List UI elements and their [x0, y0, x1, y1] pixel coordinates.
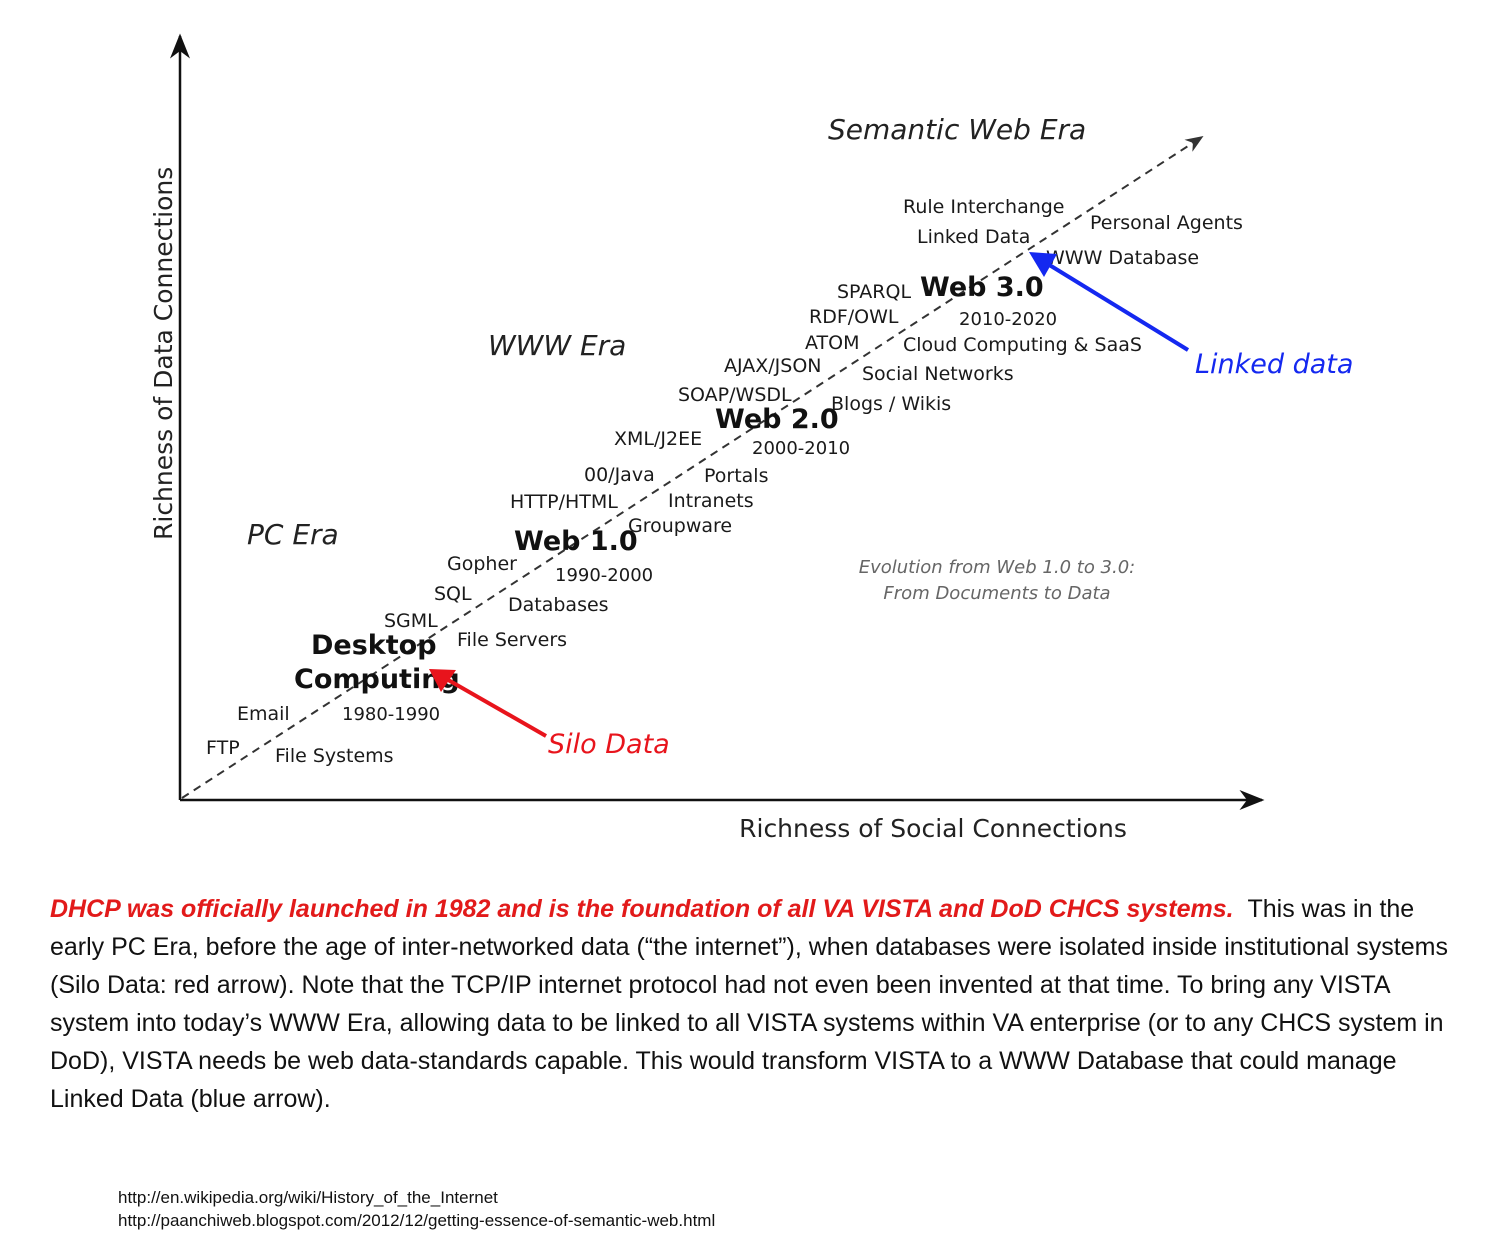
web-evolution-diagram: Richness of Data Connections Richness of… — [149, 33, 1353, 843]
web2-label: Web 2.0 — [715, 404, 839, 435]
web1-label: Web 1.0 — [514, 526, 638, 557]
x-axis-title: Richness of Social Connections — [739, 814, 1127, 843]
term-oo-java: 00/Java — [584, 464, 655, 486]
reference-link[interactable]: http://en.wikipedia.org/wiki/History_of_… — [118, 1188, 498, 1207]
linked-data-callout: Linked data — [1029, 252, 1353, 380]
term-cloud-saas: Cloud Computing & SaaS — [903, 334, 1142, 356]
semantic-web-era-label: Semantic Web Era — [828, 113, 1086, 146]
linked-data-arrow — [1036, 256, 1190, 352]
term-sgml: SGML — [384, 610, 438, 632]
term-ftp: FTP — [206, 737, 240, 759]
silo-data-label: Silo Data — [548, 729, 670, 760]
axes — [170, 33, 1265, 810]
term-groupware: Groupware — [628, 515, 732, 537]
term-sparql: SPARQL — [837, 281, 911, 303]
term-file-systems: File Systems — [275, 745, 394, 767]
term-atom: ATOM — [805, 332, 859, 354]
term-file-servers: File Servers — [457, 629, 567, 651]
caption-body: This was in the early PC Era, before the… — [50, 895, 1448, 1113]
term-personal-agents: Personal Agents — [1090, 212, 1243, 234]
references: http://en.wikipedia.org/wiki/History_of_… — [118, 1186, 715, 1232]
term-databases: Databases — [508, 594, 609, 616]
term-rule-interchange: Rule Interchange — [903, 196, 1065, 218]
term-social-networks: Social Networks — [862, 363, 1014, 385]
evolution-trend-line — [181, 136, 1204, 799]
linked-data-label: Linked data — [1195, 349, 1353, 380]
term-www-database: WWW Database — [1046, 247, 1199, 269]
linked-data-arrowhead — [1029, 252, 1057, 277]
term-gopher: Gopher — [447, 553, 517, 575]
www-era-label: WWW Era — [488, 329, 626, 362]
caption-lead: DHCP was officially launched in 1982 and… — [50, 895, 1234, 923]
y-axis-title: Richness of Data Connections — [149, 167, 178, 540]
term-email: Email — [237, 703, 290, 725]
term-sql: SQL — [434, 583, 472, 605]
term-http-html: HTTP/HTML — [510, 491, 618, 513]
web3-years: 2010-2020 — [959, 309, 1057, 330]
term-ajax-json: AJAX/JSON — [724, 355, 822, 377]
web3-label: Web 3.0 — [920, 272, 1044, 303]
evolution-note-line2: From Documents to Data — [883, 583, 1110, 604]
term-linked-data: Linked Data — [917, 226, 1030, 248]
term-intranets: Intranets — [668, 490, 754, 512]
web1-years: 1990-2000 — [555, 565, 653, 586]
evolution-note-line1: Evolution from Web 1.0 to 3.0: — [859, 557, 1136, 578]
term-blogs-wikis: Blogs / Wikis — [831, 393, 951, 415]
reference-link[interactable]: http://paanchiweb.blogspot.com/2012/12/g… — [118, 1211, 716, 1230]
web2-years: 2000-2010 — [752, 438, 850, 459]
desktop-years: 1980-1990 — [342, 704, 440, 725]
term-xml-j2ee: XML/J2EE — [614, 428, 702, 450]
silo-data-arrow — [435, 671, 547, 738]
term-portals: Portals — [704, 465, 769, 487]
term-soap-wsdl: SOAP/WSDL — [678, 384, 792, 406]
desktop-computing-line1: Desktop — [311, 630, 437, 661]
caption-paragraph: DHCP was officially launched in 1982 and… — [50, 890, 1460, 1118]
term-rdf-owl: RDF/OWL — [809, 306, 899, 328]
silo-data-arrowhead — [429, 669, 456, 692]
silo-data-callout: Silo Data — [429, 669, 670, 760]
pc-era-label: PC Era — [247, 518, 339, 551]
